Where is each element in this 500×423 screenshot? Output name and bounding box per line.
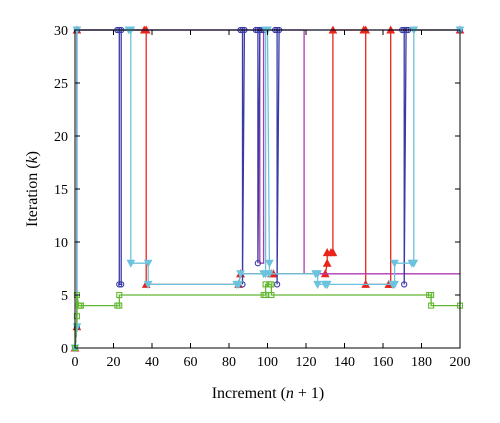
data-point xyxy=(268,291,275,299)
data-point xyxy=(428,291,435,299)
data-point xyxy=(77,302,84,309)
data-point xyxy=(313,280,322,289)
data-point xyxy=(322,280,332,289)
data-point xyxy=(313,270,322,279)
y-tick-label: 25 xyxy=(54,77,68,92)
y-tick-label: 0 xyxy=(61,342,68,357)
series-line xyxy=(74,29,460,349)
data-point xyxy=(254,260,262,267)
y-tick-label: 5 xyxy=(61,289,68,304)
series-line xyxy=(74,283,460,349)
data-point xyxy=(268,281,275,288)
data-point xyxy=(328,248,338,257)
data-point xyxy=(262,281,269,288)
y-tick-label: 10 xyxy=(54,236,68,251)
data-point xyxy=(236,270,245,279)
y-ticks: 0 5 10 15 20 25 30 xyxy=(54,24,460,357)
x-tick-label: 100 xyxy=(257,355,278,370)
data-point xyxy=(265,259,274,268)
x-tick-label: 0 xyxy=(72,355,79,370)
y-tick-label: 30 xyxy=(54,24,68,39)
y-tick-label: 20 xyxy=(54,130,68,145)
data-point xyxy=(390,259,399,268)
data-point xyxy=(428,302,435,309)
data-point xyxy=(116,281,123,288)
data-point xyxy=(409,259,419,268)
y-axis-title: Iteration (k) xyxy=(24,151,41,227)
data-point xyxy=(262,291,269,299)
data-point xyxy=(143,259,153,268)
x-tick-label: 180 xyxy=(411,355,432,370)
x-axis-title: Increment (n + 1) xyxy=(212,385,325,402)
data-point xyxy=(390,280,399,289)
x-tick-label: 60 xyxy=(184,355,198,370)
data-point xyxy=(401,281,408,288)
data-point xyxy=(322,258,332,267)
data-point xyxy=(116,302,123,309)
x-tick-label: 80 xyxy=(222,355,236,370)
x-tick-label: 160 xyxy=(373,355,394,370)
x-tick-label: 120 xyxy=(296,355,317,370)
data-point xyxy=(73,313,80,320)
data-point xyxy=(234,280,243,289)
data-point xyxy=(118,281,125,288)
data-point xyxy=(126,259,136,268)
x-tick-label: 200 xyxy=(450,355,471,370)
series-layer xyxy=(70,25,465,353)
data-point xyxy=(143,280,153,289)
y-tick-label: 15 xyxy=(54,183,68,198)
data-point xyxy=(116,291,123,299)
x-tick-label: 20 xyxy=(107,355,121,370)
x-tick-label: 40 xyxy=(145,355,159,370)
data-point xyxy=(265,270,274,279)
series-4 xyxy=(71,281,464,352)
data-point xyxy=(273,281,281,288)
x-tick-label: 140 xyxy=(334,355,355,370)
x-ticks: 0 20 40 60 80 100 120 140 160 180 200 xyxy=(72,30,471,370)
